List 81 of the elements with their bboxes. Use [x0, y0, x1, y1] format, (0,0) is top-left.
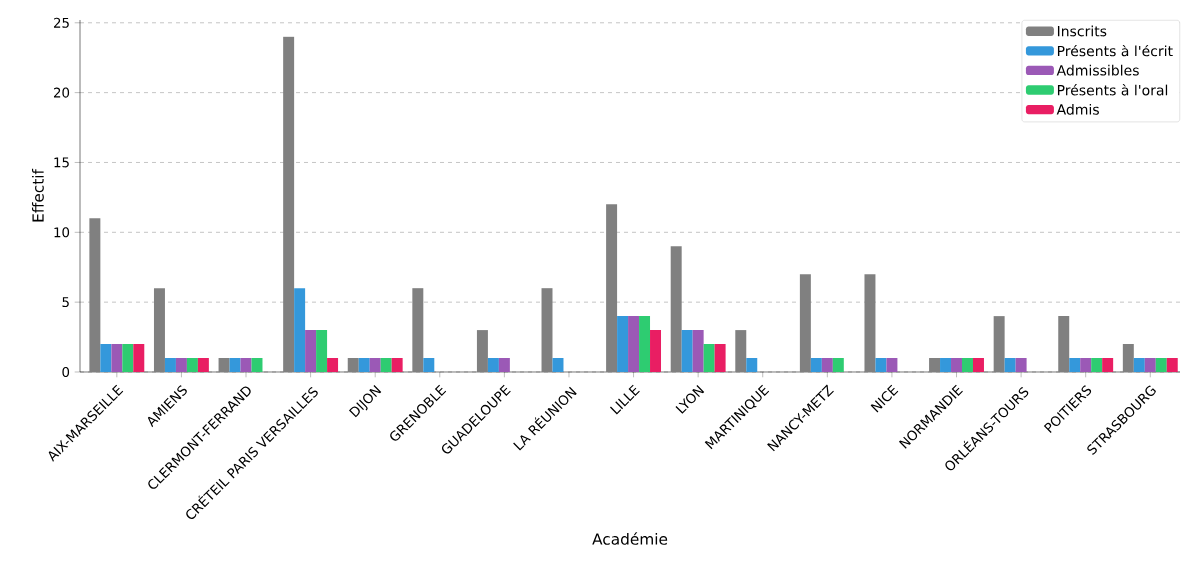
bar — [1015, 358, 1027, 372]
bar — [153, 288, 165, 372]
bar — [100, 344, 112, 372]
bar — [186, 358, 198, 372]
bar — [810, 358, 822, 372]
bar — [122, 344, 134, 372]
bar — [972, 358, 984, 372]
y-tick-label: 5 — [62, 297, 69, 308]
bar — [412, 288, 424, 372]
bar — [993, 316, 1005, 372]
bar — [89, 218, 101, 372]
bar — [294, 288, 306, 372]
bar — [929, 358, 941, 372]
bar — [498, 358, 510, 372]
bar — [1080, 358, 1092, 372]
bar — [875, 358, 887, 372]
bar — [218, 358, 230, 372]
bar — [1144, 358, 1156, 372]
bar — [1166, 358, 1178, 372]
bar — [1102, 358, 1114, 372]
legend-label: Présents à l'oral — [1057, 84, 1168, 96]
bar — [951, 358, 963, 372]
bar — [703, 344, 715, 372]
bar — [799, 274, 811, 372]
bar — [487, 358, 499, 372]
bar — [1122, 344, 1134, 372]
bar — [940, 358, 952, 372]
bar — [746, 358, 758, 372]
bar — [886, 358, 898, 372]
bar — [229, 358, 241, 372]
bar — [714, 344, 726, 372]
y-tick-label: 25 — [53, 17, 69, 28]
bar — [832, 358, 844, 372]
bar — [552, 358, 564, 372]
y-tick-label: 0 — [62, 366, 70, 378]
y-tick-label: 15 — [54, 157, 69, 168]
bar — [1091, 358, 1103, 372]
y-tick-label: 20 — [53, 87, 70, 98]
bar — [1133, 358, 1145, 372]
bar — [639, 316, 651, 372]
bar — [380, 358, 392, 372]
bar — [1004, 358, 1016, 372]
legend-label: Présents à l'écrit — [1057, 44, 1173, 57]
bar — [606, 204, 618, 372]
bar — [369, 358, 381, 372]
bar — [133, 344, 145, 372]
bar — [423, 358, 435, 372]
bar — [821, 358, 833, 372]
bar — [1155, 358, 1167, 372]
bar — [251, 358, 263, 372]
bar — [735, 330, 747, 372]
bar — [670, 246, 682, 372]
bar — [240, 358, 252, 372]
bar — [617, 316, 629, 372]
y-axis-title: Effectif — [31, 168, 44, 222]
bar — [358, 358, 370, 372]
bar — [111, 344, 123, 372]
bar — [305, 330, 317, 372]
bar — [347, 358, 359, 372]
bar — [316, 330, 328, 372]
bar — [164, 358, 176, 372]
x-axis-title: Académie — [592, 532, 668, 545]
bar — [283, 36, 295, 372]
bar — [681, 330, 693, 372]
legend-label: Inscrits — [1057, 25, 1107, 37]
bar — [476, 330, 488, 372]
bar — [650, 330, 662, 372]
bar — [327, 358, 339, 372]
y-tick-label: 10 — [54, 227, 70, 238]
legend-label: Admis — [1056, 103, 1099, 115]
bar — [692, 330, 704, 372]
bar — [197, 358, 209, 372]
bar — [962, 358, 973, 372]
bar — [628, 316, 640, 372]
bar — [541, 288, 553, 372]
bar — [175, 358, 187, 372]
legend-label: Admissibles — [1056, 64, 1139, 76]
bar — [391, 358, 403, 372]
bar — [864, 274, 876, 372]
bar — [1069, 358, 1081, 372]
bar — [1058, 316, 1070, 372]
